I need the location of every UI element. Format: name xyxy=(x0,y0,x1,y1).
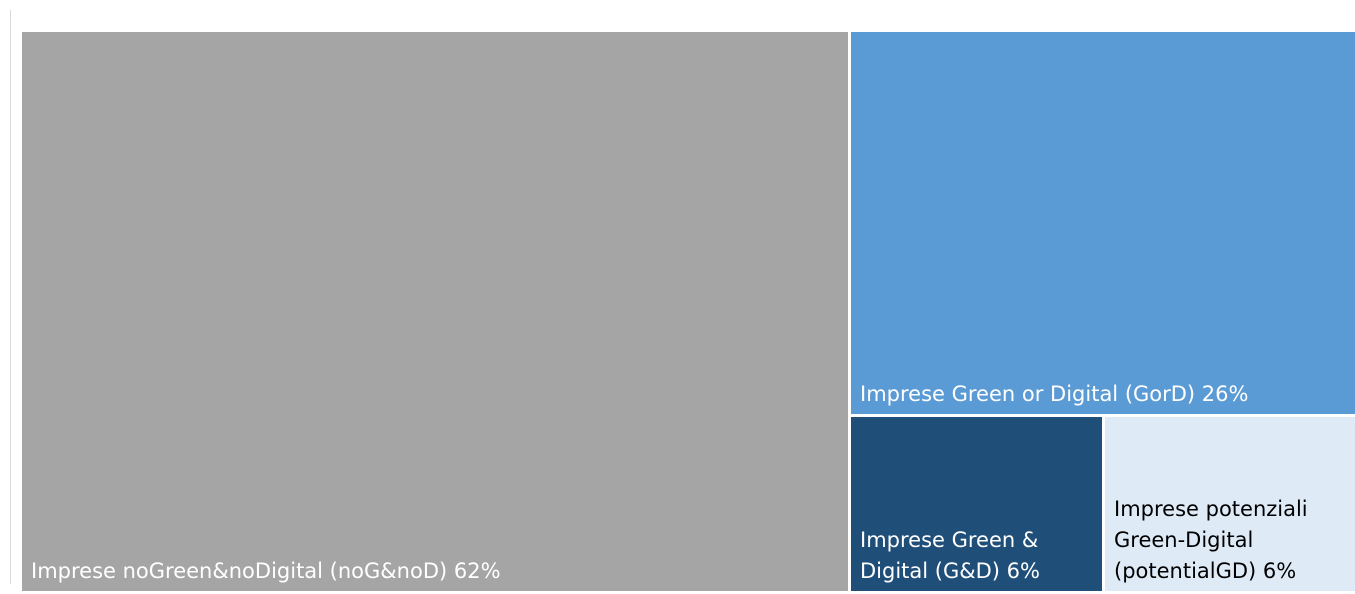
tile-GorD[interactable] xyxy=(851,32,1355,414)
tile-noGnoD[interactable] xyxy=(22,32,848,591)
chart-frame-line xyxy=(10,10,11,584)
tile-GandD[interactable] xyxy=(851,417,1102,591)
tile-potentialGD[interactable] xyxy=(1105,417,1355,591)
